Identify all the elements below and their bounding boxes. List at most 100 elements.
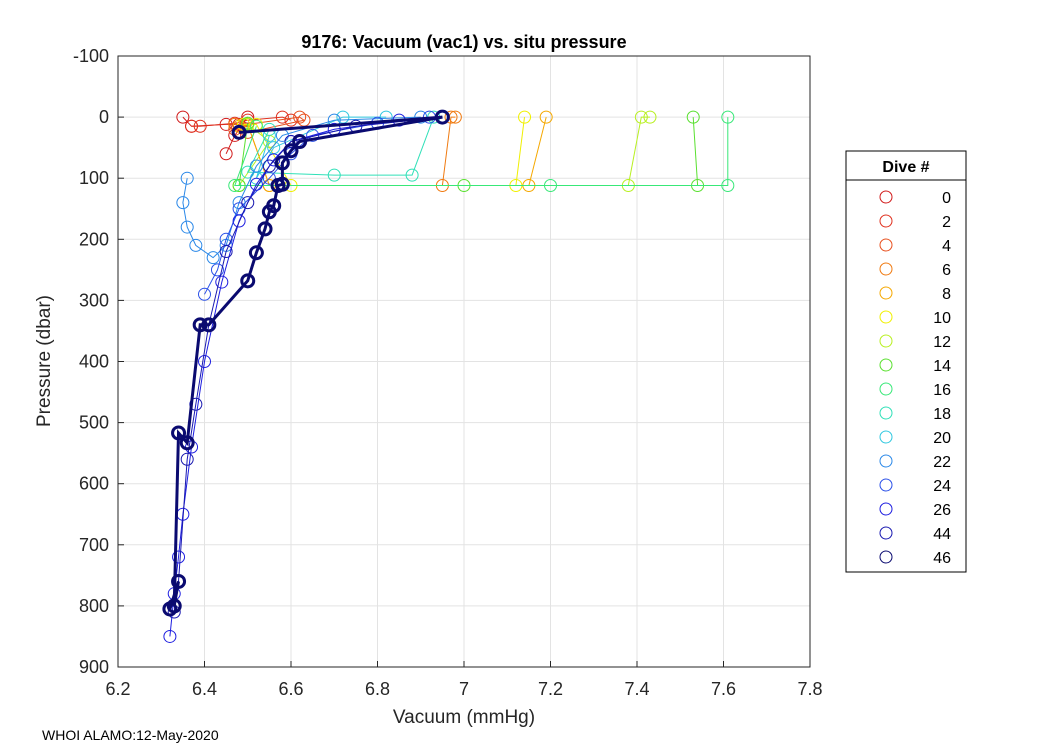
data-point xyxy=(241,116,255,130)
data-point xyxy=(721,110,735,124)
y-axis-label: Pressure (dbar) xyxy=(34,295,55,427)
data-point xyxy=(171,573,187,589)
data-point xyxy=(634,110,648,124)
data-point xyxy=(201,317,217,333)
data-point xyxy=(283,143,299,159)
chart-title: 9176: Vacuum (vac1) vs. situ pressure xyxy=(301,32,626,52)
legend-marker xyxy=(879,382,893,396)
data-point xyxy=(185,119,199,133)
legend-label: 26 xyxy=(933,502,951,519)
legend-marker xyxy=(879,358,893,372)
x-tick-label: 7.2 xyxy=(538,679,563,699)
legend-entry: 4 xyxy=(879,238,951,255)
x-tick-label: 7.8 xyxy=(797,679,822,699)
x-tick-label: 7.4 xyxy=(624,679,649,699)
series-line xyxy=(234,117,729,186)
legend-label: 46 xyxy=(933,550,951,567)
data-point xyxy=(193,119,207,133)
legend-entry: 12 xyxy=(879,334,951,351)
data-point xyxy=(643,110,657,124)
legend-entry: 20 xyxy=(879,430,951,447)
data-point xyxy=(198,287,211,301)
data-point xyxy=(163,629,177,643)
legend-entry: 14 xyxy=(879,358,951,375)
legend-title: Dive # xyxy=(882,159,929,176)
y-tick-label: 700 xyxy=(79,535,109,555)
data-point xyxy=(274,176,290,192)
data-point xyxy=(241,110,255,124)
data-point xyxy=(284,113,298,127)
data-point xyxy=(721,179,735,193)
legend-marker xyxy=(879,550,893,564)
data-point xyxy=(249,159,263,173)
legend-entry: 26 xyxy=(879,502,951,519)
y-tick-label: 500 xyxy=(79,413,109,433)
series-line xyxy=(173,116,443,613)
legend-label: 14 xyxy=(933,358,951,375)
legend-marker xyxy=(879,334,893,348)
y-tick-label: 100 xyxy=(79,168,109,188)
data-point xyxy=(274,155,290,171)
data-point xyxy=(179,435,195,451)
series-2 xyxy=(185,110,298,133)
data-point xyxy=(219,147,233,161)
legend-entry: 6 xyxy=(879,262,951,279)
legend-entry: 46 xyxy=(879,550,951,567)
series-line xyxy=(204,116,430,295)
data-point xyxy=(266,198,282,214)
legend-marker xyxy=(879,502,893,516)
legend-marker xyxy=(879,214,893,228)
y-tick-label: 400 xyxy=(79,352,109,372)
data-point xyxy=(215,275,229,289)
data-point xyxy=(293,110,307,124)
legend-box xyxy=(845,150,967,573)
data-point xyxy=(262,159,276,173)
legend-marker xyxy=(879,310,893,324)
legend-label: 12 xyxy=(933,334,951,351)
x-tick-label: 6.6 xyxy=(278,679,303,699)
footer-credit: WHOI ALAMO:12-May-2020 xyxy=(42,727,219,743)
data-point xyxy=(180,220,194,234)
y-tick-label: 300 xyxy=(79,290,109,310)
y-tick-label: 900 xyxy=(79,657,109,677)
data-point xyxy=(405,168,419,182)
legend-label: 16 xyxy=(933,382,951,399)
legend-label: 2 xyxy=(942,214,951,231)
legend-label: 6 xyxy=(942,262,951,279)
x-ticks: 6.2 6.4 6.6 6.8 7 7.2 7.4 7.6 7.8 xyxy=(105,661,823,699)
series-line xyxy=(255,116,387,179)
data-point xyxy=(192,317,208,333)
legend-entry: 44 xyxy=(879,526,951,543)
x-tick-label: 7 xyxy=(459,679,469,699)
data-point xyxy=(180,171,194,185)
legend-entry: 18 xyxy=(879,406,951,423)
data-point xyxy=(686,110,700,124)
legend-label: 20 xyxy=(933,430,951,447)
data-point xyxy=(249,177,263,191)
x-tick-label: 7.6 xyxy=(711,679,736,699)
legend-label: 18 xyxy=(933,406,951,423)
legend-entry: 22 xyxy=(879,454,951,471)
data-point xyxy=(240,273,256,289)
data-point xyxy=(257,221,273,237)
x-tick-label: 6.2 xyxy=(105,679,130,699)
legend-entry: 24 xyxy=(879,478,951,495)
data-point xyxy=(198,355,211,368)
data-point xyxy=(275,110,289,124)
legend-entry: 0 xyxy=(879,190,951,207)
series-line xyxy=(168,115,443,610)
data-point xyxy=(284,135,298,149)
legend-marker xyxy=(879,190,893,204)
y-tick-label: 200 xyxy=(79,229,109,249)
legend-entry: 2 xyxy=(879,214,951,231)
legend-marker xyxy=(879,406,893,420)
y-tick-label: -100 xyxy=(73,46,109,66)
y-ticks: -100 0 100 200 300 400 500 600 700 800 900 xyxy=(73,46,124,677)
data-point xyxy=(189,238,203,252)
data-point xyxy=(539,110,553,124)
legend-marker xyxy=(879,286,893,300)
data-point xyxy=(189,397,203,411)
legend-label: 0 xyxy=(942,190,951,207)
